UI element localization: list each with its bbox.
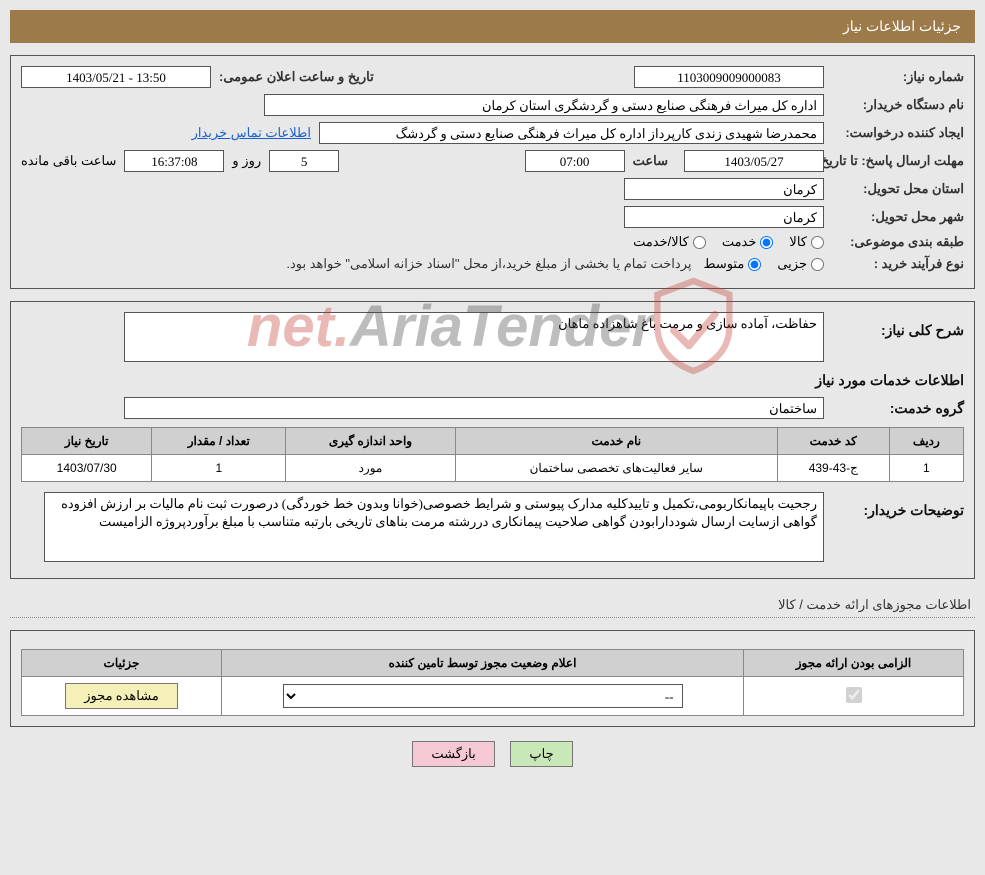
table-cell: 1 <box>889 455 963 482</box>
desc-label: شرح کلی نیاز: <box>824 322 964 339</box>
service-group-label: گروه خدمت: <box>824 400 964 417</box>
print-button[interactable]: چاپ <box>510 741 572 767</box>
table-cell: 1 <box>152 455 286 482</box>
buyer-org: اداره کل میراث فرهنگی صنایع دستی و گردشگ… <box>264 94 824 116</box>
city-label: شهر محل تحویل: <box>824 209 964 225</box>
radio-service[interactable] <box>760 236 773 249</box>
requester: محمدرضا شهیدی زندی کارپرداز اداره کل میر… <box>319 122 824 144</box>
buyer-notes: رجحیت باپیمانکاربومی،تکمیل و تاییدکلیه م… <box>44 492 824 562</box>
topic-class-radios: کالا خدمت کالا/خدمت <box>633 234 824 250</box>
need-no-label: شماره نیاز: <box>824 69 964 85</box>
radio-goods[interactable] <box>811 236 824 249</box>
purchase-type-radios: جزیی متوسط <box>703 256 824 272</box>
radio-medium-wrap[interactable]: متوسط <box>703 256 761 272</box>
table-header: تعداد / مقدار <box>152 428 286 455</box>
pub-date-label: تاریخ و ساعت اعلان عمومی: <box>211 69 374 85</box>
deadline-label: مهلت ارسال پاسخ: تا تاریخ: <box>824 153 964 169</box>
table-header: ردیف <box>889 428 963 455</box>
table-cell: مورد <box>286 455 456 482</box>
need-info-section: AriaTender.net شماره نیاز: 1103009009000… <box>10 55 975 289</box>
days-remaining: 5 <box>269 150 339 172</box>
radio-minor[interactable] <box>811 258 824 271</box>
services-heading: اطلاعات خدمات مورد نیاز <box>21 372 964 389</box>
service-group: ساختمان <box>124 397 824 419</box>
remaining-suffix: ساعت باقی مانده <box>21 153 116 169</box>
action-buttons: چاپ بازگشت <box>10 741 975 767</box>
need-no: 1103009009000083 <box>634 66 824 88</box>
table-header: واحد اندازه گیری <box>286 428 456 455</box>
services-table: ردیفکد خدمتنام خدمتواحد اندازه گیریتعداد… <box>21 427 964 482</box>
hours-remaining: 16:37:08 <box>124 150 224 172</box>
radio-medium-label: متوسط <box>703 256 744 272</box>
time-label: ساعت <box>625 153 668 169</box>
deadline-time: 07:00 <box>525 150 625 172</box>
back-button[interactable]: بازگشت <box>412 741 494 767</box>
radio-minor-wrap[interactable]: جزیی <box>777 256 824 272</box>
radio-service-label: خدمت <box>722 234 757 250</box>
purchase-type-label: نوع فرآیند خرید : <box>824 256 964 272</box>
radio-medium[interactable] <box>748 258 761 271</box>
purchase-note: پرداخت تمام یا بخشی از مبلغ خرید،از محل … <box>286 256 691 272</box>
table-header: کد خدمت <box>777 428 889 455</box>
table-header: الزامی بودن ارائه مجوز <box>744 650 964 677</box>
city: کرمان <box>624 206 824 228</box>
permits-row: -- مشاهده مجوز <box>22 677 964 716</box>
buyer-contact-link[interactable]: اطلاعات تماس خریدار <box>192 125 311 141</box>
desc-text: حفاظت، آماده سازی و مرمت باغ شاهزاده ماه… <box>124 312 824 362</box>
permits-heading: اطلاعات مجوزهای ارائه خدمت / کالا <box>10 597 975 618</box>
permits-table: الزامی بودن ارائه مجوزاعلام وضعیت مجوز ت… <box>21 649 964 716</box>
buyer-org-label: نام دستگاه خریدار: <box>824 97 964 113</box>
radio-goods-label: کالا <box>789 234 807 250</box>
table-header: اعلام وضعیت مجوز توسط تامین کننده <box>222 650 744 677</box>
topic-class-label: طبقه بندی موضوعی: <box>824 234 964 250</box>
table-header: تاریخ نیاز <box>22 428 152 455</box>
mandatory-checkbox <box>846 687 862 703</box>
pub-date: 13:50 - 1403/05/21 <box>21 66 211 88</box>
province: کرمان <box>624 178 824 200</box>
table-row: 1ج-43-439سایر فعالیت‌های تخصصی ساختمانمو… <box>22 455 964 482</box>
radio-goods-service-wrap[interactable]: کالا/خدمت <box>633 234 706 250</box>
table-header: جزئیات <box>22 650 222 677</box>
need-desc-section: شرح کلی نیاز: حفاظت، آماده سازی و مرمت ب… <box>10 301 975 579</box>
permits-section: الزامی بودن ارائه مجوزاعلام وضعیت مجوز ت… <box>10 630 975 727</box>
page-title-bar: جزئیات اطلاعات نیاز <box>10 10 975 43</box>
table-cell: 1403/07/30 <box>22 455 152 482</box>
radio-goods-service-label: کالا/خدمت <box>633 234 689 250</box>
radio-service-wrap[interactable]: خدمت <box>722 234 774 250</box>
table-cell: ج-43-439 <box>777 455 889 482</box>
days-suffix: روز و <box>232 153 261 169</box>
radio-goods-wrap[interactable]: کالا <box>789 234 824 250</box>
deadline-date: 1403/05/27 <box>684 150 824 172</box>
table-header: نام خدمت <box>455 428 777 455</box>
table-cell: سایر فعالیت‌های تخصصی ساختمان <box>455 455 777 482</box>
permit-status-select[interactable]: -- <box>283 684 683 708</box>
radio-goods-service[interactable] <box>693 236 706 249</box>
buyer-notes-label: توضیحات خریدار: <box>824 502 964 519</box>
view-permit-button[interactable]: مشاهده مجوز <box>65 683 178 709</box>
page-title: جزئیات اطلاعات نیاز <box>843 18 961 34</box>
province-label: استان محل تحویل: <box>824 181 964 197</box>
requester-label: ایجاد کننده درخواست: <box>824 125 964 141</box>
radio-minor-label: جزیی <box>777 256 807 272</box>
